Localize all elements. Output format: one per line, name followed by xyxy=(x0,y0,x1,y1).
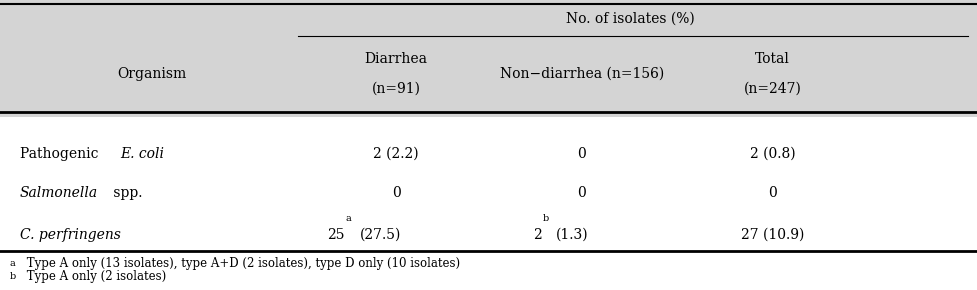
Text: (1.3): (1.3) xyxy=(555,228,587,242)
Text: 2 (2.2): 2 (2.2) xyxy=(373,147,418,161)
Text: b: b xyxy=(542,214,548,224)
Text: 0: 0 xyxy=(577,186,585,200)
Text: a: a xyxy=(345,214,351,224)
Text: No. of isolates (%): No. of isolates (%) xyxy=(566,12,695,26)
Text: (n=247): (n=247) xyxy=(743,81,801,95)
Text: 2 (0.8): 2 (0.8) xyxy=(749,147,794,161)
Text: (27.5): (27.5) xyxy=(360,228,401,242)
Text: 0: 0 xyxy=(392,186,400,200)
Text: Non−diarrhea (n=156): Non−diarrhea (n=156) xyxy=(499,67,663,81)
Text: b: b xyxy=(10,272,16,282)
Text: Organism: Organism xyxy=(117,67,186,81)
Text: 27 (10.9): 27 (10.9) xyxy=(741,228,803,242)
Text: Salmonella: Salmonella xyxy=(20,186,98,200)
Text: Total: Total xyxy=(754,52,789,66)
Text: 25: 25 xyxy=(326,228,344,242)
Text: Type A only (2 isolates): Type A only (2 isolates) xyxy=(23,271,166,283)
Text: 0: 0 xyxy=(577,147,585,161)
Bar xyxy=(0,0,977,117)
Text: Diarrhea: Diarrhea xyxy=(364,52,427,66)
Text: spp.: spp. xyxy=(108,186,142,200)
Text: 2: 2 xyxy=(532,228,541,242)
Text: E. coli: E. coli xyxy=(120,147,164,161)
Text: a: a xyxy=(10,259,16,269)
Text: (n=91): (n=91) xyxy=(371,81,420,95)
Text: 0: 0 xyxy=(768,186,776,200)
Text: Pathogenic: Pathogenic xyxy=(20,147,103,161)
Text: Type A only (13 isolates), type A+D (2 isolates), type D only (10 isolates): Type A only (13 isolates), type A+D (2 i… xyxy=(23,258,460,270)
Text: C. perfringens: C. perfringens xyxy=(20,228,120,242)
